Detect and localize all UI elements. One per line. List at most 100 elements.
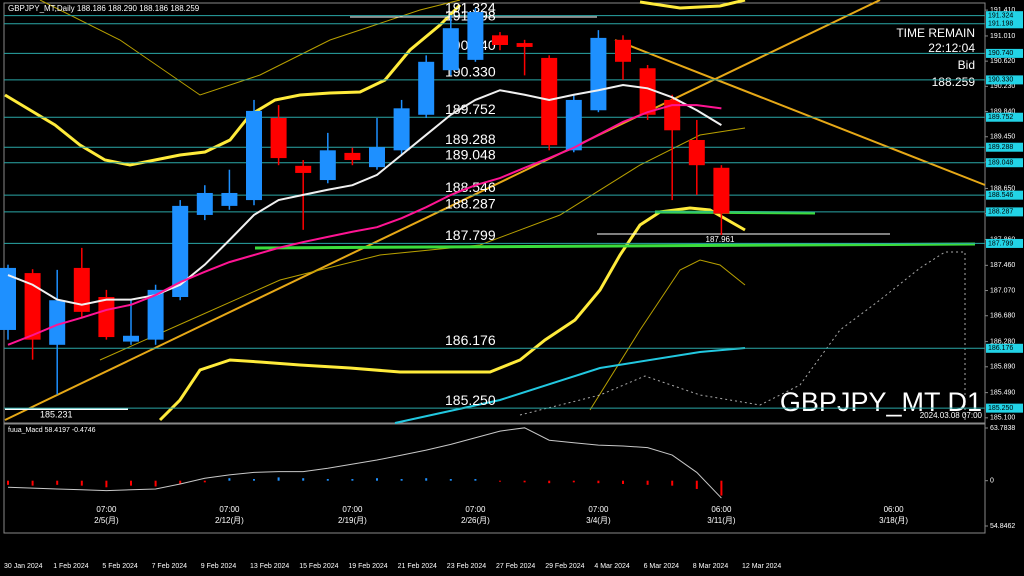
macd-bar bbox=[326, 479, 329, 481]
macd-tick-label: 0 bbox=[990, 478, 994, 485]
price-tag bbox=[986, 207, 1023, 217]
macd-frame bbox=[3, 423, 986, 534]
candle-body bbox=[688, 139, 705, 166]
candle-body bbox=[516, 43, 533, 47]
macd-bar bbox=[572, 480, 575, 483]
main-frame bbox=[3, 2, 986, 424]
week-time: 06:00 bbox=[884, 505, 905, 514]
info-label: TIME REMAIN bbox=[896, 26, 975, 40]
macd-bar bbox=[80, 480, 83, 486]
y-tick-label: 188.650 bbox=[990, 185, 1015, 192]
candle-body bbox=[221, 192, 238, 206]
y-tick-label: 187.460 bbox=[990, 262, 1015, 269]
info-label: Bid bbox=[958, 58, 975, 72]
macd-line bbox=[7, 427, 722, 499]
week-time: 07:00 bbox=[465, 505, 486, 514]
candle-body bbox=[541, 57, 558, 146]
candle-body bbox=[344, 152, 361, 161]
thin-band bbox=[39, 0, 461, 96]
candle-body bbox=[147, 289, 164, 340]
week-time: 07:00 bbox=[342, 505, 363, 514]
mark-label: 185.231 bbox=[40, 409, 73, 419]
candle-body bbox=[246, 110, 262, 201]
price-tag bbox=[986, 142, 1023, 152]
week-date: 2/26(月) bbox=[461, 516, 490, 525]
price-tag-label: 190.740 bbox=[988, 50, 1013, 57]
candle-body bbox=[418, 61, 435, 115]
x-tick-label: 8 Mar 2024 bbox=[693, 563, 729, 570]
macd-bar bbox=[179, 480, 182, 484]
indicator-drawings bbox=[4, 0, 986, 424]
price-tag-label: 191.324 bbox=[988, 13, 1013, 20]
x-tick-label: 4 Mar 2024 bbox=[594, 563, 630, 570]
price-tag-label: 189.752 bbox=[988, 114, 1013, 121]
y-tick-label: 190.620 bbox=[990, 58, 1015, 65]
y-tick-label: 185.890 bbox=[990, 364, 1015, 371]
candle-body bbox=[713, 167, 730, 214]
week-date: 3/4(月) bbox=[586, 516, 611, 525]
candle-body bbox=[565, 99, 582, 151]
orange-trendline bbox=[614, 39, 986, 186]
candle-body bbox=[196, 192, 213, 215]
watermark-time: 2024.03.08 07:00 bbox=[920, 411, 983, 420]
x-tick-label: 9 Feb 2024 bbox=[201, 563, 237, 570]
candle-body bbox=[492, 35, 508, 45]
lower-band bbox=[158, 206, 746, 422]
moving-average bbox=[7, 84, 722, 306]
macd-bar bbox=[203, 480, 206, 483]
macd-bar bbox=[105, 480, 108, 488]
week-time: 06:00 bbox=[711, 505, 732, 514]
orange-trendline bbox=[4, 0, 881, 421]
macd-bar bbox=[695, 480, 698, 489]
candle-body bbox=[24, 273, 41, 340]
info-value: 188.259 bbox=[932, 75, 976, 89]
week-time: 07:00 bbox=[588, 505, 609, 514]
level-label: 191.324 bbox=[445, 0, 496, 15]
week-date: 3/11(月) bbox=[707, 516, 736, 525]
macd-tick-label: 63.7838 bbox=[990, 425, 1015, 432]
thin-band bbox=[99, 127, 746, 361]
x-tick-label: 27 Feb 2024 bbox=[496, 563, 535, 570]
price-tag-label: 186.176 bbox=[988, 345, 1013, 352]
y-tick-label: 191.410 bbox=[990, 7, 1015, 14]
candle-body bbox=[98, 297, 115, 338]
level-label: 186.176 bbox=[445, 332, 496, 348]
price-tag bbox=[986, 48, 1023, 58]
x-tick-label: 13 Feb 2024 bbox=[250, 563, 289, 570]
candle-body bbox=[319, 150, 336, 181]
y-tick-label: 187.070 bbox=[990, 287, 1015, 294]
level-label: 189.288 bbox=[445, 131, 496, 147]
week-time: 07:00 bbox=[96, 505, 117, 514]
y-tick-label: 186.680 bbox=[990, 313, 1015, 320]
week-date: 2/5(月) bbox=[94, 516, 119, 525]
week-date: 3/18(月) bbox=[879, 516, 908, 525]
price-tag-label: 185.250 bbox=[988, 405, 1013, 412]
candle-body bbox=[73, 267, 90, 312]
chart-title: GBPJPY_MT,Daily 188.186 188.290 188.186 … bbox=[8, 4, 200, 13]
week-date: 2/12(月) bbox=[215, 516, 244, 525]
price-tag bbox=[986, 75, 1023, 85]
x-tick-label: 7 Feb 2024 bbox=[152, 563, 188, 570]
macd-title: fuua_Macd 58.4197 -0.4746 bbox=[8, 427, 96, 434]
y-tick-label: 186.280 bbox=[990, 338, 1015, 345]
macd-bar bbox=[622, 480, 624, 484]
candle-body bbox=[270, 118, 287, 159]
week-time: 07:00 bbox=[219, 505, 240, 514]
level-label: 188.287 bbox=[445, 196, 496, 212]
macd-bar bbox=[523, 480, 526, 483]
macd-bar bbox=[130, 480, 132, 486]
macd-bar bbox=[154, 480, 157, 487]
macd-bar bbox=[646, 480, 649, 485]
y-tick-label: 189.450 bbox=[990, 134, 1015, 141]
macd-bar bbox=[597, 480, 600, 484]
candle-body bbox=[123, 335, 139, 342]
level-label: 185.250 bbox=[445, 392, 496, 408]
candle-body bbox=[393, 108, 410, 151]
level-label: 187.799 bbox=[445, 227, 496, 243]
price-tag bbox=[986, 403, 1023, 413]
x-tick-label: 23 Feb 2024 bbox=[447, 563, 486, 570]
week-date: 2/19(月) bbox=[338, 516, 367, 525]
x-tick-label: 15 Feb 2024 bbox=[299, 563, 338, 570]
green-line bbox=[254, 242, 976, 250]
